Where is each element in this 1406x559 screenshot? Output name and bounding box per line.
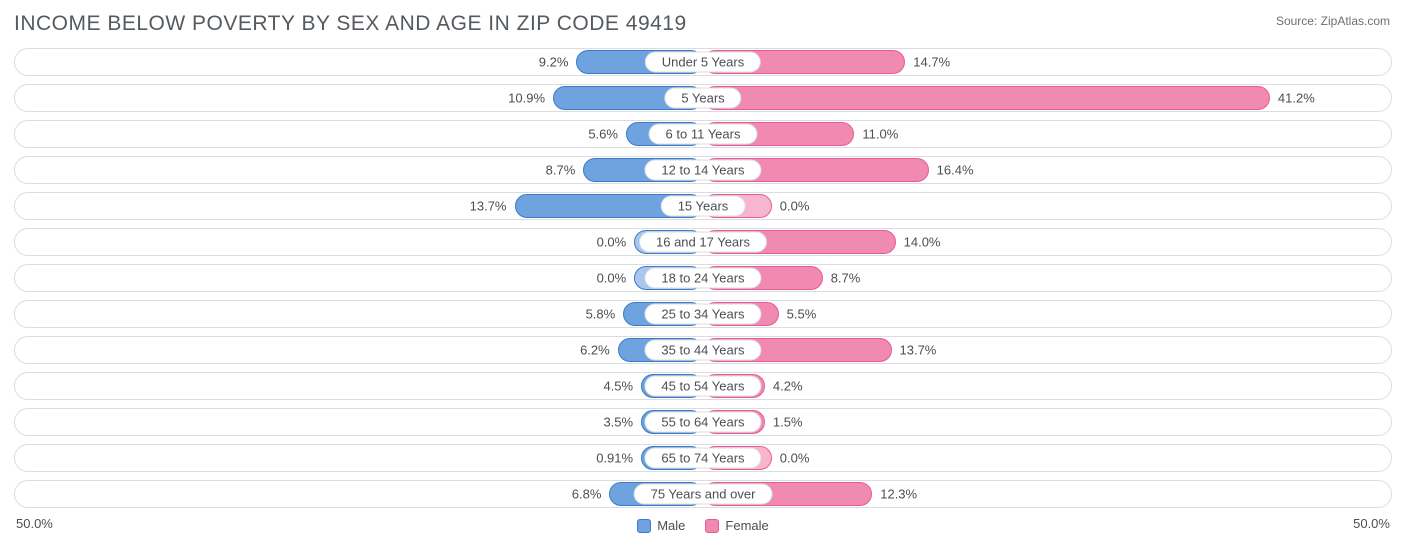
bar-row: 8.7% 16.4% 12 to 14 Years [14, 156, 1392, 184]
female-value-label: 16.4% [937, 163, 974, 178]
category-badge: 35 to 44 Years [644, 340, 761, 361]
category-badge: 65 to 74 Years [644, 448, 761, 469]
female-value-label: 0.0% [780, 451, 810, 466]
bar-row: 9.2% 14.7% Under 5 Years [14, 48, 1392, 76]
axis-right-max: 50.0% [1353, 516, 1390, 533]
male-value-label: 3.5% [603, 415, 633, 430]
female-value-label: 14.0% [904, 235, 941, 250]
bar-row: 0.0% 14.0% 16 and 17 Years [14, 228, 1392, 256]
female-value-label: 5.5% [787, 307, 817, 322]
female-value-label: 8.7% [831, 271, 861, 286]
bar-row: 4.5% 4.2% 45 to 54 Years [14, 372, 1392, 400]
category-badge: 16 and 17 Years [639, 232, 767, 253]
male-value-label: 5.8% [586, 307, 616, 322]
male-value-label: 0.0% [597, 271, 627, 286]
male-value-label: 4.5% [603, 379, 633, 394]
legend-label-male: Male [657, 518, 685, 533]
legend-swatch-female [705, 519, 719, 533]
category-badge: 12 to 14 Years [644, 160, 761, 181]
legend-swatch-male [637, 519, 651, 533]
bar-row: 0.0% 8.7% 18 to 24 Years [14, 264, 1392, 292]
female-bar [703, 86, 1270, 110]
category-badge: 15 Years [661, 196, 746, 217]
male-value-label: 0.91% [596, 451, 633, 466]
category-badge: 45 to 54 Years [644, 376, 761, 397]
female-value-label: 41.2% [1278, 91, 1315, 106]
male-value-label: 13.7% [470, 199, 507, 214]
male-value-label: 5.6% [588, 127, 618, 142]
bar-row: 6.2% 13.7% 35 to 44 Years [14, 336, 1392, 364]
category-badge: 75 Years and over [634, 484, 773, 505]
female-value-label: 0.0% [780, 199, 810, 214]
axis-left-max: 50.0% [16, 516, 53, 533]
legend-item-female: Female [705, 518, 768, 533]
legend-label-female: Female [725, 518, 768, 533]
male-value-label: 6.8% [572, 487, 602, 502]
male-value-label: 6.2% [580, 343, 610, 358]
diverging-bar-chart: 9.2% 14.7% Under 5 Years 10.9% 41.2% 5 Years 5… [0, 42, 1406, 508]
male-value-label: 9.2% [539, 55, 569, 70]
bar-row: 0.91% 0.0% 65 to 74 Years [14, 444, 1392, 472]
male-value-label: 10.9% [508, 91, 545, 106]
category-badge: 25 to 34 Years [644, 304, 761, 325]
bar-row: 6.8% 12.3% 75 Years and over [14, 480, 1392, 508]
bar-row: 13.7% 0.0% 15 Years [14, 192, 1392, 220]
legend: Male Female [637, 518, 769, 533]
female-value-label: 1.5% [773, 415, 803, 430]
female-value-label: 13.7% [900, 343, 937, 358]
category-badge: 18 to 24 Years [644, 268, 761, 289]
x-axis: 50.0% Male Female 50.0% [0, 516, 1406, 533]
category-badge: 5 Years [664, 88, 741, 109]
bar-row: 10.9% 41.2% 5 Years [14, 84, 1392, 112]
legend-item-male: Male [637, 518, 685, 533]
female-value-label: 14.7% [913, 55, 950, 70]
bar-row: 3.5% 1.5% 55 to 64 Years [14, 408, 1392, 436]
female-value-label: 12.3% [880, 487, 917, 502]
category-badge: 6 to 11 Years [649, 124, 758, 145]
source-label: Source: ZipAtlas.com [1276, 14, 1390, 28]
male-value-label: 0.0% [597, 235, 627, 250]
category-badge: Under 5 Years [645, 52, 761, 73]
female-value-label: 11.0% [862, 127, 898, 142]
chart-title: INCOME BELOW POVERTY BY SEX AND AGE IN Z… [0, 0, 1406, 42]
female-value-label: 4.2% [773, 379, 803, 394]
bar-row: 5.6% 11.0% 6 to 11 Years [14, 120, 1392, 148]
category-badge: 55 to 64 Years [644, 412, 761, 433]
bar-row: 5.8% 5.5% 25 to 34 Years [14, 300, 1392, 328]
male-value-label: 8.7% [546, 163, 576, 178]
